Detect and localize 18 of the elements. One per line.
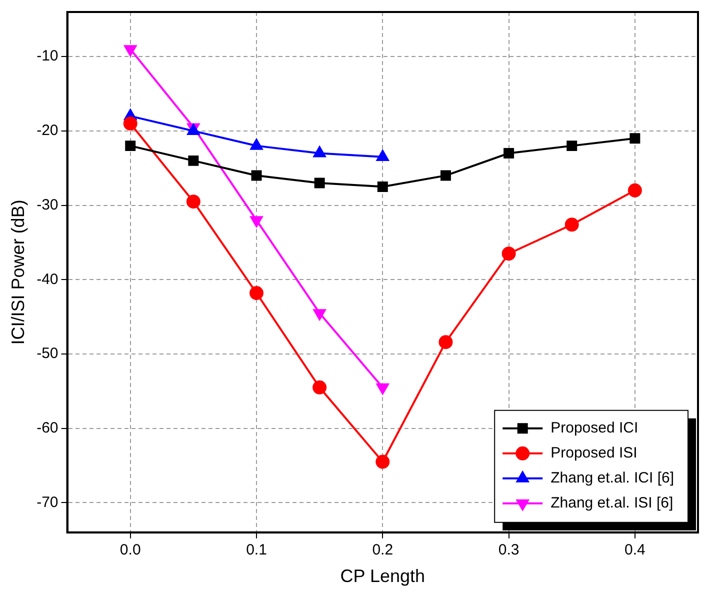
legend-label: Zhang et.al. ISI [6] — [550, 494, 674, 512]
y-tick-label: -20 — [36, 122, 58, 140]
x-tick-label: 0.0 — [120, 542, 141, 559]
y-axis-title: ICI/ISI Power (dB) — [8, 200, 28, 345]
y-tick-label: -60 — [36, 419, 58, 436]
legend-label: Proposed ISI — [550, 444, 638, 462]
y-tick-label: -10 — [36, 48, 58, 65]
x-tick-label: 0.2 — [372, 542, 394, 559]
y-tick-label: -70 — [36, 494, 58, 511]
y-tick-label: -30 — [36, 196, 58, 214]
x-tick-label: 0.3 — [498, 542, 520, 559]
legend-label: Zhang et.al. ICI [6] — [550, 470, 674, 487]
y-tick-label: -40 — [36, 270, 58, 288]
x-tick-label: 0.4 — [624, 542, 646, 559]
x-tick-label: 0.1 — [246, 542, 267, 559]
legend-label: Proposed ICI — [550, 420, 638, 437]
y-tick-label: -50 — [36, 345, 58, 362]
x-axis-title: CP Length — [340, 566, 426, 586]
